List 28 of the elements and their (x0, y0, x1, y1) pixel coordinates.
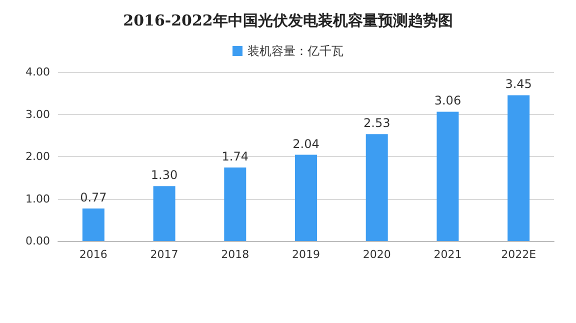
x-tick-label: 2019 (292, 248, 320, 261)
bar (153, 186, 176, 241)
bar (295, 154, 317, 241)
y-tick-label: 1.00 (26, 192, 50, 206)
x-tick-label: 2016 (79, 248, 108, 261)
x-tick-label: 2021 (434, 248, 462, 261)
chart-title: 2016-2022年中国光伏发电装机容量预测趋势图 (123, 12, 453, 30)
data-label: 3.45 (505, 77, 532, 92)
data-label: 2.04 (292, 136, 320, 151)
bar (366, 134, 388, 241)
bar (436, 112, 459, 241)
x-tick-label: 2018 (221, 248, 250, 261)
bar (82, 208, 104, 241)
bar (224, 167, 246, 241)
data-label: 3.06 (434, 94, 462, 108)
data-label: 2.53 (364, 116, 390, 130)
data-label: 1.74 (222, 149, 248, 164)
y-tick-label: 2.00 (26, 150, 50, 163)
x-tick-label: 2020 (362, 248, 391, 261)
data-label: 1.30 (150, 168, 178, 182)
y-tick-label: 3.00 (26, 108, 50, 121)
bar (508, 95, 530, 241)
y-tick-label: 0.00 (26, 234, 50, 248)
y-tick-label: 4.00 (26, 66, 50, 78)
legend-label: 装机容量：亿千瓦 (248, 44, 344, 58)
x-tick-label: 2017 (150, 248, 178, 261)
data-label: 0.77 (80, 190, 107, 204)
x-tick-label: 2022E (501, 248, 536, 261)
